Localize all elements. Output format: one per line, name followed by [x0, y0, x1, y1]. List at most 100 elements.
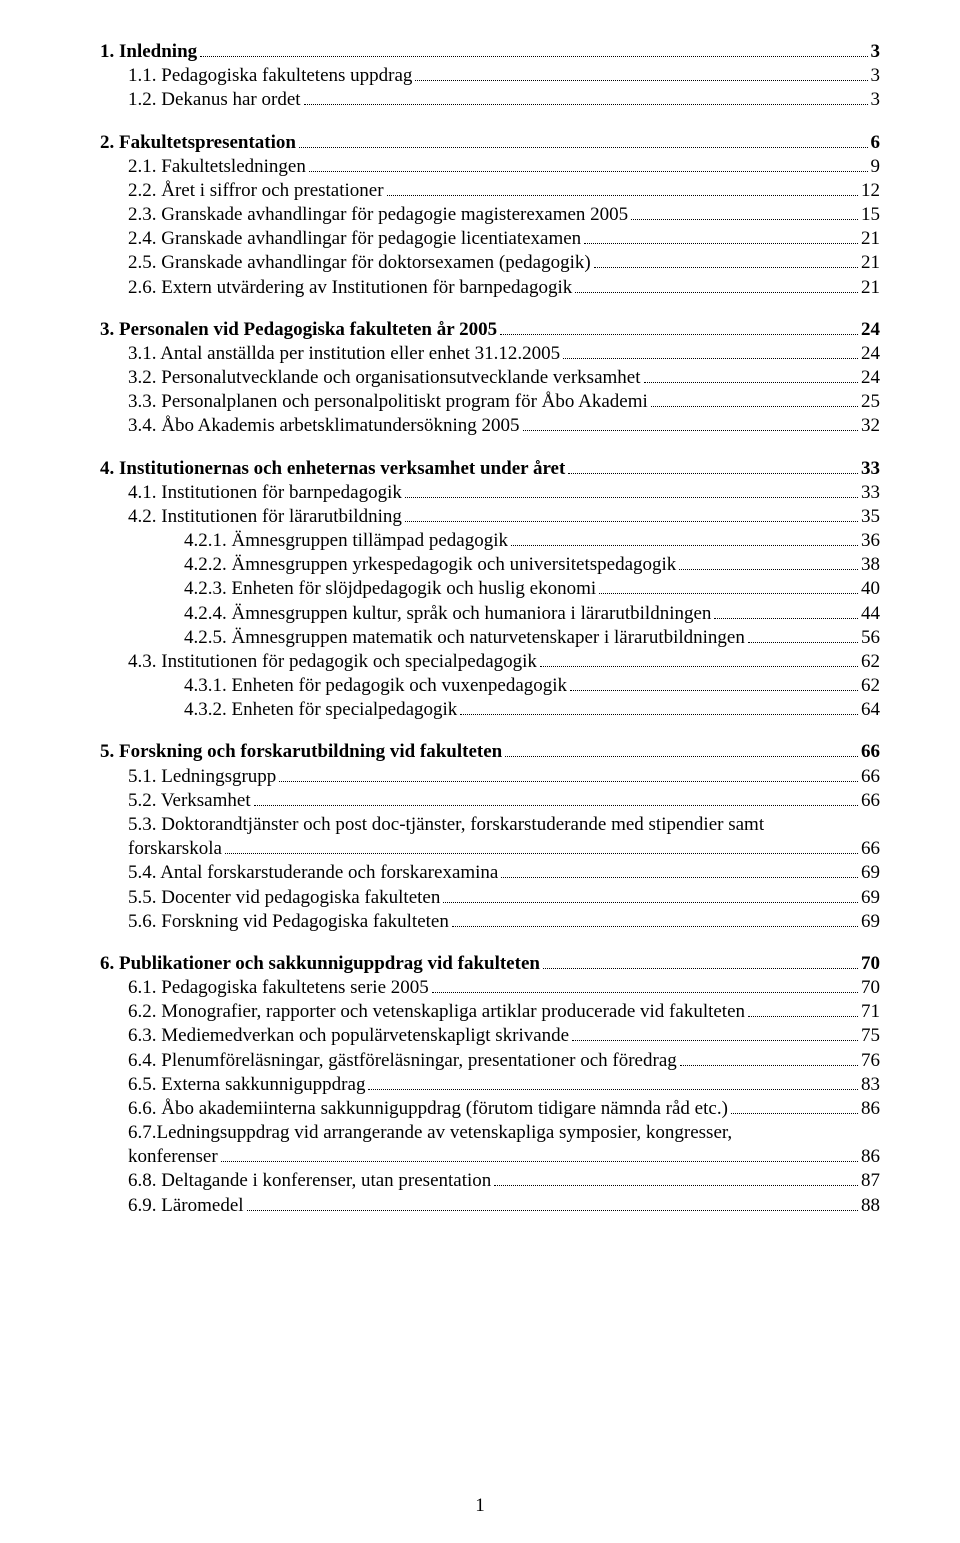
toc-label: 5.1. Ledningsgrupp [100, 765, 276, 788]
toc-line: 4.3.2. Enheten för specialpedagogik64 [100, 698, 880, 721]
toc-label: 6.5. Externa sakkunniguppdrag [100, 1073, 365, 1096]
toc-leader [594, 267, 858, 268]
toc-label: 6.3. Mediemedverkan och populärvetenskap… [100, 1024, 569, 1047]
toc-leader [443, 902, 858, 903]
toc-line: 2.6. Extern utvärdering av Institutionen… [100, 276, 880, 299]
toc-label: 2.3. Granskade avhandlingar för pedagogi… [100, 203, 628, 226]
toc-leader [679, 569, 858, 570]
toc-label: 6.9. Läromedel [100, 1194, 244, 1217]
toc-line: 1.2. Dekanus har ordet 3 [100, 88, 880, 111]
toc-line: 5.2. Verksamhet66 [100, 789, 880, 812]
toc-label: 1.1. Pedagogiska fakultetens uppdrag [100, 64, 412, 87]
toc-line: konferenser86 [100, 1145, 880, 1168]
toc-leader [644, 382, 859, 383]
toc-page-number: 56 [861, 626, 880, 649]
toc-page-number: 3 [871, 88, 881, 111]
toc-line: 5.6. Forskning vid Pedagogiska fakultete… [100, 910, 880, 933]
toc-label: 6.2. Monografier, rapporter och vetenska… [100, 1000, 745, 1023]
toc-leader [432, 992, 858, 993]
toc-page-number: 9 [871, 155, 881, 178]
toc-label: 1.2. Dekanus har ordet [100, 88, 301, 111]
toc-leader [523, 430, 858, 431]
toc-leader [279, 781, 858, 782]
toc-page-number: 62 [861, 674, 880, 697]
toc-page-number: 12 [861, 179, 880, 202]
toc-label: 4.3.1. Enheten för pedagogik och vuxenpe… [100, 674, 567, 697]
toc-page-number: 70 [861, 976, 880, 999]
toc-leader [540, 666, 858, 667]
toc-page-number: 24 [861, 318, 880, 341]
toc-label: 3.2. Personalutvecklande och organisatio… [100, 366, 641, 389]
toc-leader [415, 80, 867, 81]
toc-line: 6.7.Ledningsuppdrag vid arrangerande av … [100, 1121, 880, 1144]
toc-page-number: 76 [861, 1049, 880, 1072]
toc-page-number: 33 [861, 481, 880, 504]
toc-leader [575, 292, 858, 293]
toc-page-number: 3 [871, 40, 881, 63]
toc-leader [731, 1113, 858, 1114]
toc-line: 4.2.1. Ämnesgruppen tillämpad pedagogik3… [100, 529, 880, 552]
toc-label: 6.4. Plenumföreläsningar, gästföreläsnin… [100, 1049, 677, 1072]
toc-leader [501, 877, 858, 878]
toc-label: konferenser [100, 1145, 218, 1168]
toc-page-number: 33 [861, 457, 880, 480]
toc-label: 6.8. Deltagande i konferenser, utan pres… [100, 1169, 491, 1192]
toc-leader [225, 853, 858, 854]
toc-label: 6. Publikationer och sakkunniguppdrag vi… [100, 952, 540, 975]
toc-line: 5.3. Doktorandtjänster och post doc-tjän… [100, 813, 880, 836]
toc-label: 3. Personalen vid Pedagogiska fakulteten… [100, 318, 497, 341]
toc-leader [460, 714, 858, 715]
section-gap [100, 934, 880, 952]
toc-line: 2.2. Året i siffror och prestationer12 [100, 179, 880, 202]
section-gap [100, 722, 880, 740]
toc-label: 6.6. Åbo akademiinterna sakkunniguppdrag… [100, 1097, 728, 1120]
toc-line: 3.1. Antal anställda per institution ell… [100, 342, 880, 365]
toc-label: 2.5. Granskade avhandlingar för doktorse… [100, 251, 591, 274]
toc-page-number: 83 [861, 1073, 880, 1096]
toc-label: 1. Inledning [100, 40, 197, 63]
toc-leader [543, 968, 858, 969]
toc-label: 2.1. Fakultetsledningen [100, 155, 306, 178]
toc-page: 1. Inledning 3 1.1. Pedagogiska fakulteten… [0, 0, 960, 1543]
toc-line: 6.5. Externa sakkunniguppdrag 83 [100, 1073, 880, 1096]
toc-leader [563, 358, 858, 359]
toc-page-number: 15 [861, 203, 880, 226]
toc-line: 3.3. Personalplanen och personalpolitisk… [100, 390, 880, 413]
toc-line: forskarskola66 [100, 837, 880, 860]
toc-label: 5. Forskning och forskarutbildning vid f… [100, 740, 502, 763]
toc-leader [748, 1016, 858, 1017]
toc-leader [748, 642, 858, 643]
page-number: 1 [0, 1495, 960, 1517]
toc-leader [631, 219, 858, 220]
toc-line: 3. Personalen vid Pedagogiska fakulteten… [100, 318, 880, 341]
toc-label: 4.2. Institutionen för lärarutbildning [100, 505, 402, 528]
toc-leader [368, 1089, 858, 1090]
toc-label: 3.4. Åbo Akademis arbetsklimatundersökni… [100, 414, 520, 437]
toc-line: 2.5. Granskade avhandlingar för doktorse… [100, 251, 880, 274]
toc-line: 6.6. Åbo akademiinterna sakkunniguppdrag… [100, 1097, 880, 1120]
toc-container: 1. Inledning 3 1.1. Pedagogiska fakulteten… [100, 40, 880, 1217]
toc-label: 5.6. Forskning vid Pedagogiska fakultete… [100, 910, 449, 933]
toc-leader [309, 171, 868, 172]
toc-line: 4.2.3. Enheten för slöjdpedagogik och hu… [100, 577, 880, 600]
toc-page-number: 21 [861, 227, 880, 250]
toc-leader [584, 243, 858, 244]
toc-leader [568, 473, 858, 474]
section-gap [100, 113, 880, 131]
toc-page-number: 40 [861, 577, 880, 600]
toc-line: 3.4. Åbo Akademis arbetsklimatundersökni… [100, 414, 880, 437]
toc-page-number: 66 [861, 765, 880, 788]
toc-page-number: 66 [861, 740, 880, 763]
toc-page-number: 87 [861, 1169, 880, 1192]
toc-leader [387, 195, 858, 196]
toc-line: 6.3. Mediemedverkan och populärvetenskap… [100, 1024, 880, 1047]
toc-page-number: 24 [861, 342, 880, 365]
toc-leader [680, 1065, 858, 1066]
toc-line: 2.3. Granskade avhandlingar för pedagogi… [100, 203, 880, 226]
toc-leader [714, 618, 858, 619]
toc-leader [500, 334, 858, 335]
toc-leader [511, 545, 858, 546]
toc-page-number: 88 [861, 1194, 880, 1217]
toc-leader [599, 593, 858, 594]
toc-line: 6.2. Monografier, rapporter och vetenska… [100, 1000, 880, 1023]
